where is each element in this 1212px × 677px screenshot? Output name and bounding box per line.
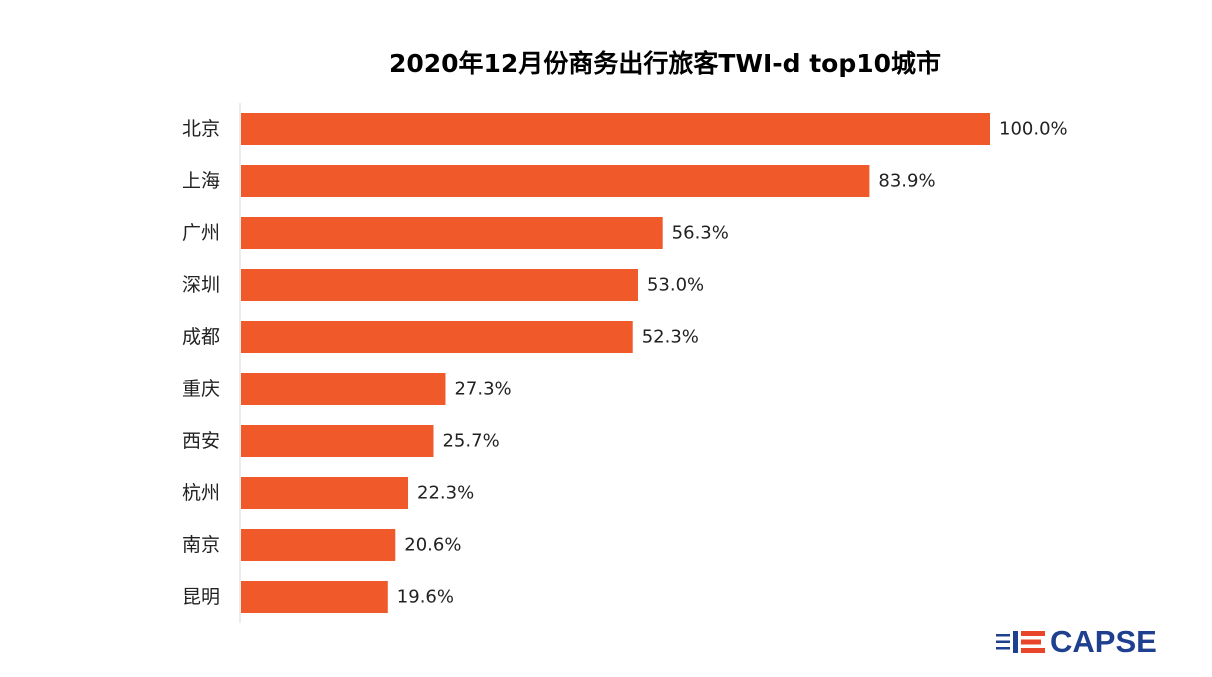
category-label: 北京 [182, 118, 220, 140]
value-label: 20.6% [404, 535, 461, 556]
capse-logo: CAPSE [996, 625, 1157, 659]
bar-5 [241, 321, 633, 353]
category-label: 西安 [182, 430, 220, 452]
bar-4 [241, 269, 638, 301]
value-label: 19.6% [397, 587, 454, 608]
bar-2 [241, 165, 870, 197]
category-label: 南京 [182, 534, 220, 556]
category-label: 杭州 [182, 482, 220, 504]
chart-title: 2020年12月份商务出行旅客TWI-d top10城市 [388, 49, 942, 78]
value-label: 100.0% [999, 119, 1068, 140]
bars-group: 北京 100.0% 上海 83.9% 广州 56.3% 深圳 53.0% 成都 52.3% 重庆 27… [182, 113, 1068, 613]
value-label: 56.3% [672, 223, 729, 244]
category-label: 深圳 [182, 274, 220, 296]
capse-logo-icon [996, 631, 1045, 653]
bar-8 [241, 477, 409, 509]
category-label: 上海 [182, 170, 220, 192]
category-label: 昆明 [182, 586, 220, 608]
value-label: 83.9% [878, 171, 935, 192]
value-label: 22.3% [417, 483, 474, 504]
value-label: 52.3% [642, 327, 699, 348]
value-label: 53.0% [647, 275, 704, 296]
bar-10 [241, 581, 388, 613]
bar-7 [241, 425, 434, 457]
bar-1 [241, 113, 990, 145]
capse-logo-text: CAPSE [1050, 624, 1157, 659]
value-label: 25.7% [442, 431, 499, 452]
bar-9 [241, 529, 396, 561]
bar-6 [241, 373, 446, 405]
category-label: 重庆 [182, 378, 220, 400]
value-label: 27.3% [454, 379, 511, 400]
category-label: 广州 [182, 222, 220, 244]
category-label: 成都 [182, 326, 220, 348]
bar-3 [241, 217, 663, 249]
